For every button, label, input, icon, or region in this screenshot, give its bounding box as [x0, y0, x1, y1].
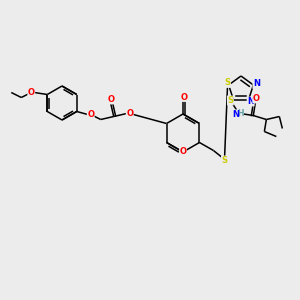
- Text: N: N: [253, 80, 260, 88]
- Text: N: N: [232, 110, 239, 119]
- Text: O: O: [253, 94, 260, 103]
- Text: O: O: [107, 95, 114, 104]
- Text: O: O: [179, 148, 187, 157]
- Text: N: N: [247, 97, 254, 106]
- Text: S: S: [227, 96, 233, 105]
- Text: S: S: [221, 156, 227, 165]
- Text: O: O: [28, 88, 35, 97]
- Text: O: O: [181, 92, 188, 101]
- Text: O: O: [87, 110, 94, 119]
- Text: O: O: [126, 109, 133, 118]
- Text: S: S: [225, 79, 231, 88]
- Text: H: H: [237, 109, 244, 118]
